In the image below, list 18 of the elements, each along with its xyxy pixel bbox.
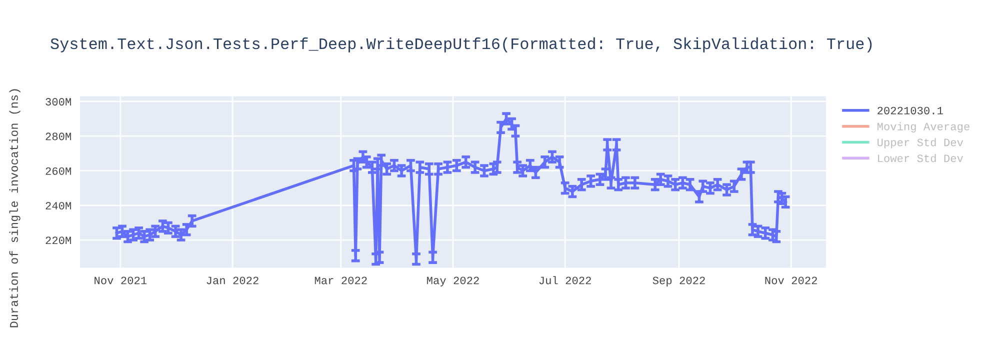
y-tick-label: 300M <box>46 98 71 106</box>
y-tick-label: 240M <box>46 202 71 210</box>
x-tick-label: Nov 2021 <box>94 276 147 284</box>
x-tick-label: Mar 2022 <box>314 276 367 284</box>
x-tick-label: Sep 2022 <box>652 276 705 286</box>
legend-label: Upper Std Dev <box>878 138 964 148</box>
x-tick-label: Jan 2022 <box>206 276 258 284</box>
x-tick-label: May 2022 <box>427 276 479 286</box>
y-tick-label: 260M <box>46 167 71 175</box>
x-tick-label: Jul 2022 <box>539 276 591 284</box>
chart-title: System.Text.Json.Tests.Perf_Deep.WriteDeepUtf16(Formatted: True, SkipValidation: True) <box>50 37 872 52</box>
legend-label: Moving Average <box>877 122 970 133</box>
x-tick-label: Nov 2022 <box>765 276 817 284</box>
y-axis-title: Duration of single invocation (ns) <box>9 89 20 328</box>
y-tick-label: 220M <box>46 236 71 244</box>
legend-label: Lower Std Dev <box>878 154 964 162</box>
legend-label: 20221030.1 <box>878 106 943 114</box>
y-tick-label: 280M <box>46 132 71 140</box>
